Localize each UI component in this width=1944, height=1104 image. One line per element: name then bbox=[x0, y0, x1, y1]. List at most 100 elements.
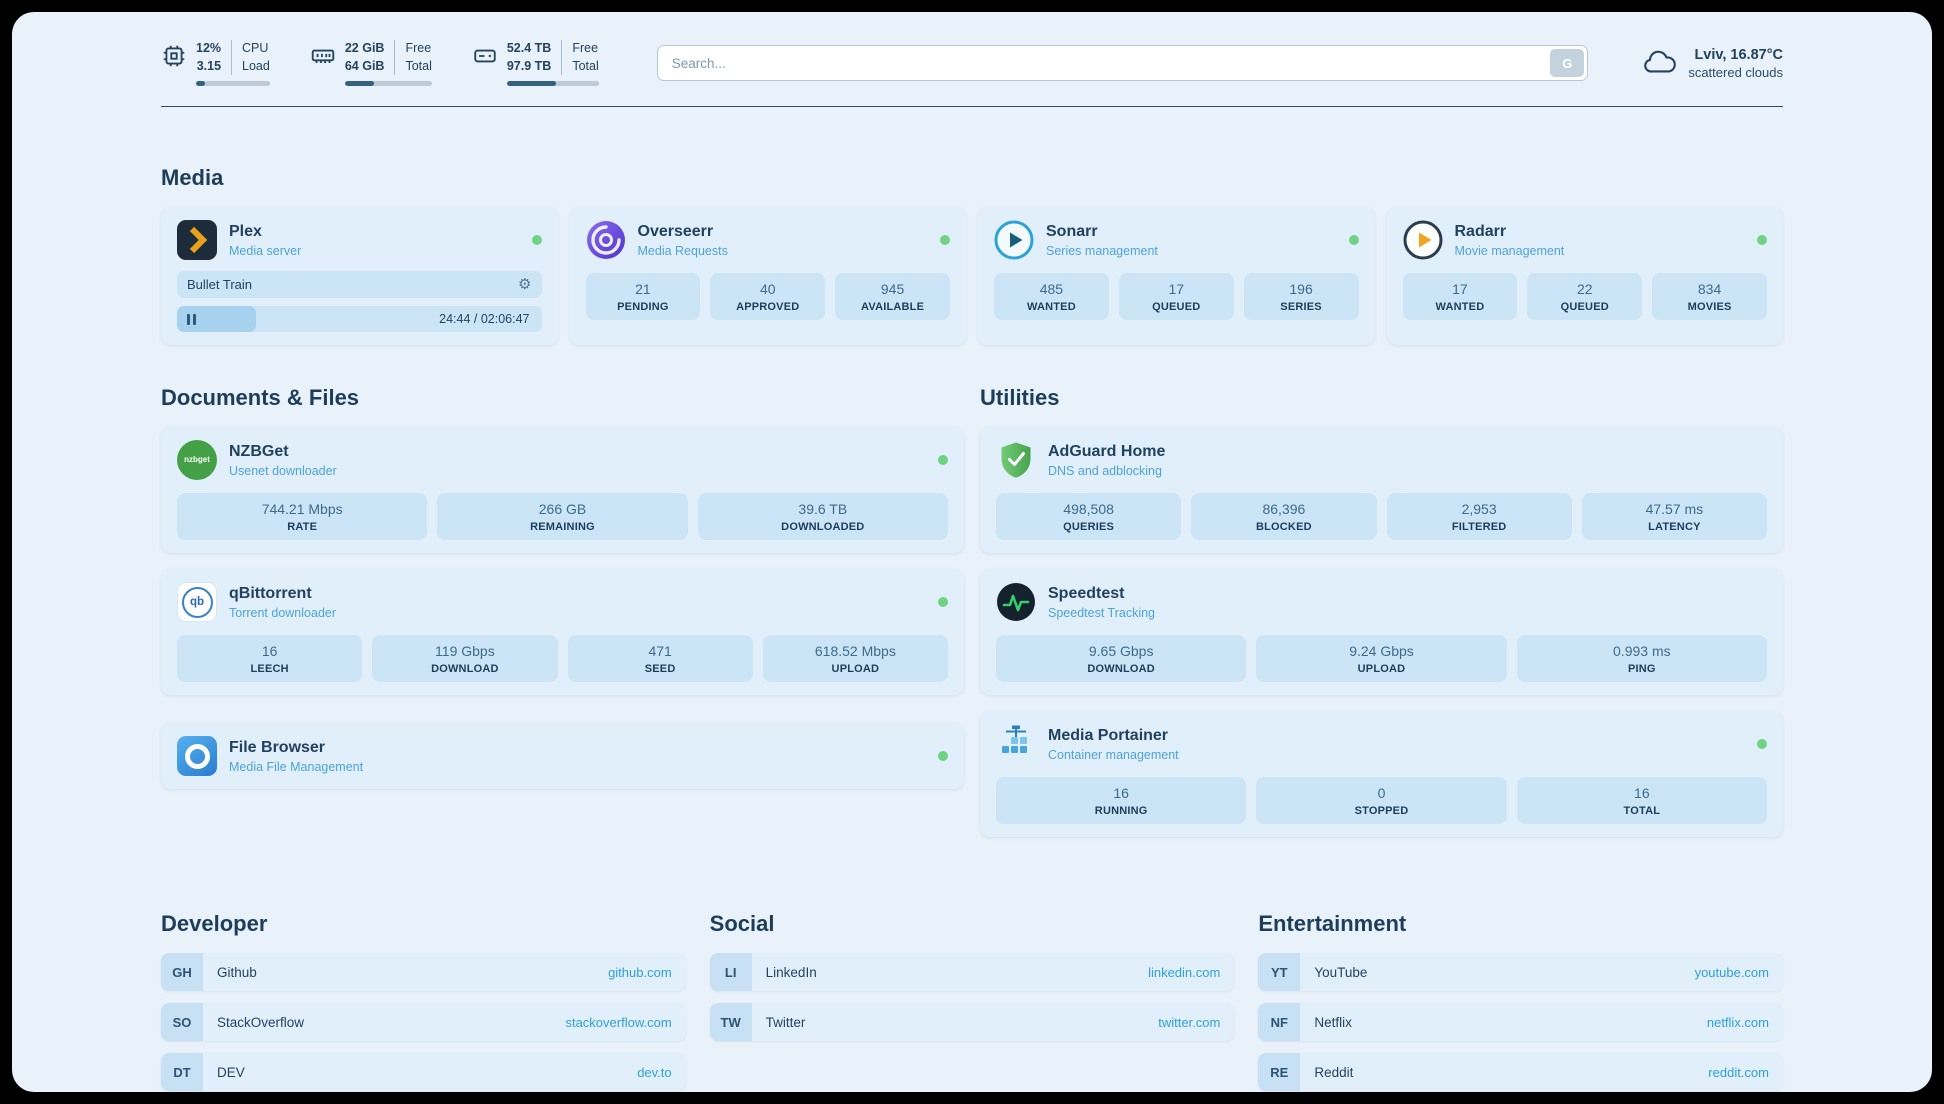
bookmark-url[interactable]: linkedin.com bbox=[1148, 964, 1221, 980]
radarr-icon bbox=[1403, 220, 1443, 260]
search-bar: G bbox=[656, 45, 1589, 81]
stat-label: DOWNLOAD bbox=[1087, 663, 1155, 675]
stat-label: STOPPED bbox=[1354, 805, 1409, 817]
cpu-progress-track bbox=[196, 81, 270, 86]
stat-value: 22 bbox=[1576, 281, 1593, 297]
bookmark-name: StackOverflow bbox=[217, 1014, 305, 1030]
app-card-speedtest[interactable]: Speedtest Speedtest Tracking 9.65 Gbps D… bbox=[980, 569, 1783, 695]
portainer-icon bbox=[996, 724, 1036, 764]
app-card-plex[interactable]: Plex Media server Bullet Train ⚙ 24:44 /… bbox=[161, 207, 558, 345]
app-description: Media server bbox=[229, 243, 302, 258]
app-card-sonarr[interactable]: Sonarr Series management 485 WANTED 17 Q… bbox=[978, 207, 1375, 345]
app-description: Media Requests bbox=[637, 243, 728, 258]
app-card-portainer[interactable]: Media Portainer Container management 16 … bbox=[980, 711, 1783, 837]
status-dot bbox=[1348, 235, 1359, 245]
dashboard-page: 12% 3.15 CPU Load bbox=[12, 12, 1932, 1092]
app-description: Usenet downloader bbox=[229, 463, 337, 478]
stats-row: 17 WANTED 22 QUEUED 834 MOVIES bbox=[1402, 273, 1767, 320]
bookmark-badge: LI bbox=[709, 953, 752, 991]
app-card-overseerr[interactable]: Overseerr Media Requests 21 PENDING 40 A… bbox=[569, 207, 966, 345]
app-name: Plex bbox=[229, 222, 262, 240]
stat-box: 498,508 QUERIES bbox=[996, 493, 1182, 540]
bookmark-badge: RE bbox=[1258, 1053, 1301, 1091]
status-dot bbox=[531, 235, 542, 245]
disk-total-value: 97.9 TB bbox=[506, 58, 552, 73]
stat-label: WANTED bbox=[1435, 301, 1485, 313]
status-dot bbox=[1757, 739, 1767, 749]
app-name: Speedtest bbox=[1048, 584, 1125, 602]
app-name: Radarr bbox=[1454, 222, 1507, 240]
app-card-filebrowser[interactable]: File Browser Media File Management bbox=[161, 723, 964, 789]
app-name: NZBGet bbox=[229, 442, 289, 460]
app-description: Series management bbox=[1046, 243, 1158, 258]
bookmark-name: Twitter bbox=[765, 1014, 806, 1030]
stat-value: 86,396 bbox=[1262, 501, 1306, 517]
bookmark-youtube[interactable]: YT YouTube youtube.com bbox=[1258, 953, 1783, 991]
stat-box: 0 STOPPED bbox=[1256, 777, 1507, 824]
app-card-nzbget[interactable]: nzbget NZBGet Usenet downloader 744.21 M… bbox=[161, 427, 964, 553]
bookmark-url[interactable]: reddit.com bbox=[1708, 1064, 1769, 1080]
app-description: Torrent downloader bbox=[229, 605, 337, 620]
cpu-monitor-body: 12% 3.15 CPU Load bbox=[196, 40, 270, 86]
app-name: File Browser bbox=[229, 738, 326, 756]
bookmark-netflix[interactable]: NF Netflix netflix.com bbox=[1258, 1003, 1783, 1041]
status-dot bbox=[938, 597, 948, 607]
stat-box: 9.65 Gbps DOWNLOAD bbox=[996, 635, 1247, 682]
stat-label: AVAILABLE bbox=[861, 301, 925, 313]
app-card-qbittorrent[interactable]: qb qBittorrent Torrent downloader 16 LEE… bbox=[161, 569, 964, 695]
disk-free-label: Free bbox=[572, 41, 599, 55]
bookmark-github[interactable]: GH Github github.com bbox=[161, 953, 686, 991]
stat-label: DOWNLOADED bbox=[781, 521, 865, 533]
disk-total-label: Total bbox=[572, 58, 599, 73]
app-card-adguard[interactable]: AdGuard Home DNS and adblocking 498,508 … bbox=[980, 427, 1783, 553]
stat-value: 21 bbox=[635, 281, 651, 297]
pause-icon[interactable] bbox=[187, 313, 196, 325]
bookmark-dev[interactable]: DT DEV dev.to bbox=[161, 1053, 686, 1091]
status-dot bbox=[938, 751, 948, 761]
stat-label: RATE bbox=[287, 521, 318, 533]
app-description: Container management bbox=[1048, 747, 1179, 762]
app-description: DNS and adblocking bbox=[1048, 463, 1162, 478]
stat-box: 471 SEED bbox=[567, 635, 753, 682]
stat-box: 2,953 FILTERED bbox=[1386, 493, 1572, 540]
bookmark-url[interactable]: youtube.com bbox=[1694, 964, 1769, 980]
playback-progress-bar[interactable]: 24:44 / 02:06:47 bbox=[177, 306, 542, 332]
stats-row: 9.65 Gbps DOWNLOAD 9.24 Gbps UPLOAD 0.99… bbox=[996, 635, 1767, 682]
ram-total-label: Total bbox=[405, 58, 432, 73]
bookmark-url[interactable]: dev.to bbox=[637, 1064, 672, 1080]
stat-box: 744.21 Mbps RATE bbox=[177, 493, 428, 540]
stat-label: LEECH bbox=[250, 663, 289, 675]
stat-box: 17 WANTED bbox=[1402, 273, 1518, 320]
app-card-radarr[interactable]: Radarr Movie management 17 WANTED 22 QUE… bbox=[1386, 207, 1783, 345]
bookmark-twitter[interactable]: TW Twitter twitter.com bbox=[709, 1003, 1235, 1041]
bookmark-badge: GH bbox=[161, 953, 203, 991]
stat-box: 618.52 Mbps UPLOAD bbox=[762, 635, 948, 682]
bookmark-url[interactable]: twitter.com bbox=[1158, 1014, 1221, 1030]
app-description: Speedtest Tracking bbox=[1048, 605, 1156, 620]
bookmark-name: Reddit bbox=[1314, 1064, 1354, 1080]
middle-columns: Documents & Files nzbget NZBGet Usenet d… bbox=[161, 345, 1783, 853]
app-name: AdGuard Home bbox=[1048, 442, 1166, 460]
search-input[interactable] bbox=[656, 45, 1589, 81]
bookmark-linkedin[interactable]: LI LinkedIn linkedin.com bbox=[709, 953, 1235, 991]
cpu-icon bbox=[161, 43, 187, 69]
stat-box: 22 QUEUED bbox=[1527, 273, 1643, 320]
ram-free-label: Free bbox=[405, 41, 432, 55]
bookmark-group-social: Social LI LinkedIn linkedin.com TW Twitt… bbox=[709, 853, 1235, 1053]
search-provider-button[interactable]: G bbox=[1550, 49, 1585, 77]
status-dot bbox=[938, 455, 948, 465]
bookmark-stackoverflow[interactable]: SO StackOverflow stackoverflow.com bbox=[161, 1003, 686, 1041]
ram-monitor: 22 GiB 64 GiB Free Total bbox=[310, 40, 432, 86]
bookmark-url[interactable]: netflix.com bbox=[1706, 1014, 1769, 1030]
stat-box: 485 WANTED bbox=[994, 273, 1109, 320]
bookmark-url[interactable]: stackoverflow.com bbox=[565, 1014, 672, 1030]
stat-label: REMAINING bbox=[530, 521, 595, 533]
stat-box: 16 TOTAL bbox=[1516, 777, 1767, 824]
bookmark-reddit[interactable]: RE Reddit reddit.com bbox=[1258, 1053, 1783, 1091]
stat-value: 2,953 bbox=[1461, 501, 1497, 517]
cloud-icon bbox=[1642, 49, 1678, 77]
bookmark-url[interactable]: github.com bbox=[608, 964, 672, 980]
sonarr-icon bbox=[994, 220, 1034, 260]
qbittorrent-icon: qb bbox=[177, 582, 217, 622]
gear-icon[interactable]: ⚙ bbox=[518, 276, 532, 293]
